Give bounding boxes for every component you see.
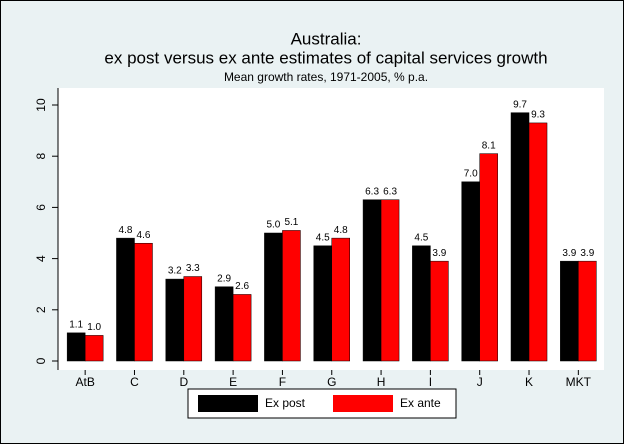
value-label: 4.8 [119,225,133,236]
bar [183,276,203,362]
bar [578,260,597,362]
value-label: 5.1 [284,217,298,228]
bar [380,199,400,362]
bar [84,335,104,362]
value-label: 5.0 [266,220,280,231]
bar [282,230,301,362]
value-label: 4.8 [334,225,348,236]
bar [331,237,350,362]
x-tick-label: J [477,375,483,389]
x-tick-label: G [327,375,336,389]
bar [214,286,234,362]
value-label: 9.7 [513,99,527,110]
bar [362,199,382,362]
value-label: 4.5 [316,232,330,243]
y-tick-label: 0 [34,357,48,364]
x-tick-label: E [229,375,237,389]
x-tick-label: F [279,375,286,389]
y-tick-label: 10 [34,98,48,112]
value-label: 3.9 [580,248,594,259]
value-label: 2.6 [235,281,249,292]
bar [313,245,332,362]
value-label: 3.9 [432,248,446,259]
bar [116,237,135,362]
bar [264,232,283,362]
x-tick-label: D [179,375,188,389]
value-label: 4.5 [414,232,428,243]
legend-swatch [198,395,258,412]
bar [232,294,252,362]
value-label: 3.3 [186,263,200,274]
x-tick-label: AtB [75,375,94,389]
bar [510,112,530,362]
y-tick-label: 6 [34,204,48,211]
chart-title: Australia: [291,29,362,48]
legend-label: Ex post [265,396,306,410]
value-label: 7.0 [464,168,478,179]
bar [430,260,449,362]
y-tick-label: 2 [34,306,48,313]
value-label: 2.9 [217,273,231,284]
value-label: 1.0 [87,322,101,333]
value-label: 1.1 [69,319,83,330]
value-label: 3.9 [562,248,576,259]
x-tick-label: K [525,375,533,389]
bar [134,242,153,362]
bar [479,153,498,362]
bar [560,260,579,362]
value-label: 6.3 [365,186,379,197]
x-tick-label: C [130,375,139,389]
value-label: 6.3 [383,186,397,197]
value-label: 4.6 [137,230,151,241]
bar [461,181,480,362]
value-label: 8.1 [482,140,496,151]
bar [165,278,185,362]
legend-label: Ex ante [400,396,441,410]
x-tick-label: H [377,375,386,389]
value-label: 9.3 [531,110,545,121]
bar [66,332,86,362]
value-label: 3.2 [168,266,182,277]
bar [412,245,431,362]
y-tick-label: 4 [34,255,48,262]
chart-note: Mean growth rates, 1971-2005, % p.a. [224,70,428,84]
bar [528,122,548,362]
chart-subtitle: ex post versus ex ante estimates of capi… [104,48,547,67]
x-tick-label: MKT [566,375,592,389]
y-tick-label: 8 [34,153,48,160]
legend-swatch [333,395,393,412]
x-tick-label: I [429,375,432,389]
